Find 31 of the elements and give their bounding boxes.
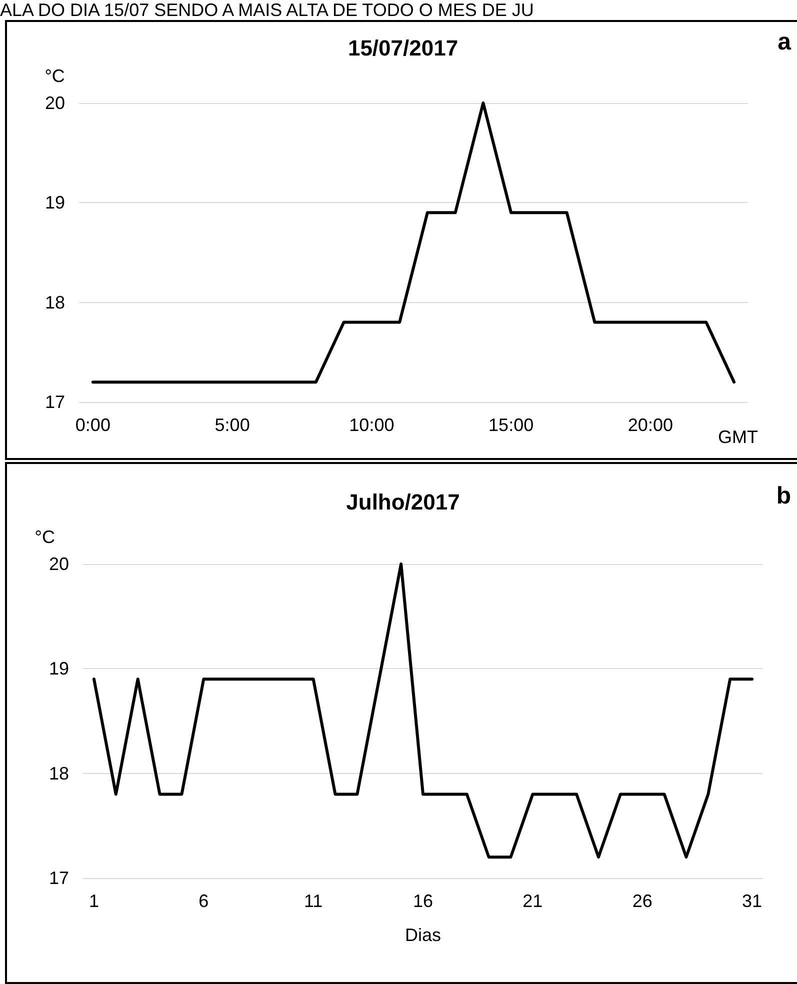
y-tick-label: 18 [44, 292, 65, 312]
x-tick-label: 31 [742, 891, 762, 911]
x-tick-label: 1 [88, 891, 99, 911]
y-tick-label: 17 [44, 392, 65, 412]
x-axis-title: GMT [718, 427, 758, 447]
y-tick-label: 20 [44, 93, 65, 113]
y-tick-label: 19 [48, 658, 69, 679]
y-tick-label: 17 [48, 868, 69, 888]
x-tick-label: 15:00 [488, 415, 534, 435]
text: ALA DO DIA 15/07 SENDO A MAIS ALTA DE TODO O MES DE JU [0, 0, 534, 20]
x-axis-title: Dias [404, 925, 442, 945]
x-tick-label: 21 [522, 891, 543, 911]
y-axis-title: °C [44, 66, 65, 86]
line-series [91, 102, 736, 384]
y-axis-title: °C [34, 527, 55, 547]
y-tick-label: 19 [44, 192, 65, 213]
x-tick-label: 5:00 [214, 415, 250, 435]
chart-title: 15/07/2017 [348, 36, 458, 60]
x-tick-label: 6 [198, 891, 209, 911]
x-tick-label: 0:00 [75, 415, 110, 435]
x-tick-label: 26 [632, 891, 652, 911]
y-tick-label: 20 [48, 554, 69, 574]
x-tick-label: 10:00 [349, 415, 394, 435]
x-tick-label: 20:00 [628, 415, 673, 435]
x-tick-label: 16 [412, 891, 434, 911]
y-tick-label: 18 [48, 763, 69, 784]
chart-title: Julho/2017 [346, 490, 460, 514]
x-tick-label: 11 [304, 891, 323, 911]
line-series [92, 562, 754, 859]
text: a [778, 28, 792, 56]
text: b [776, 482, 792, 510]
